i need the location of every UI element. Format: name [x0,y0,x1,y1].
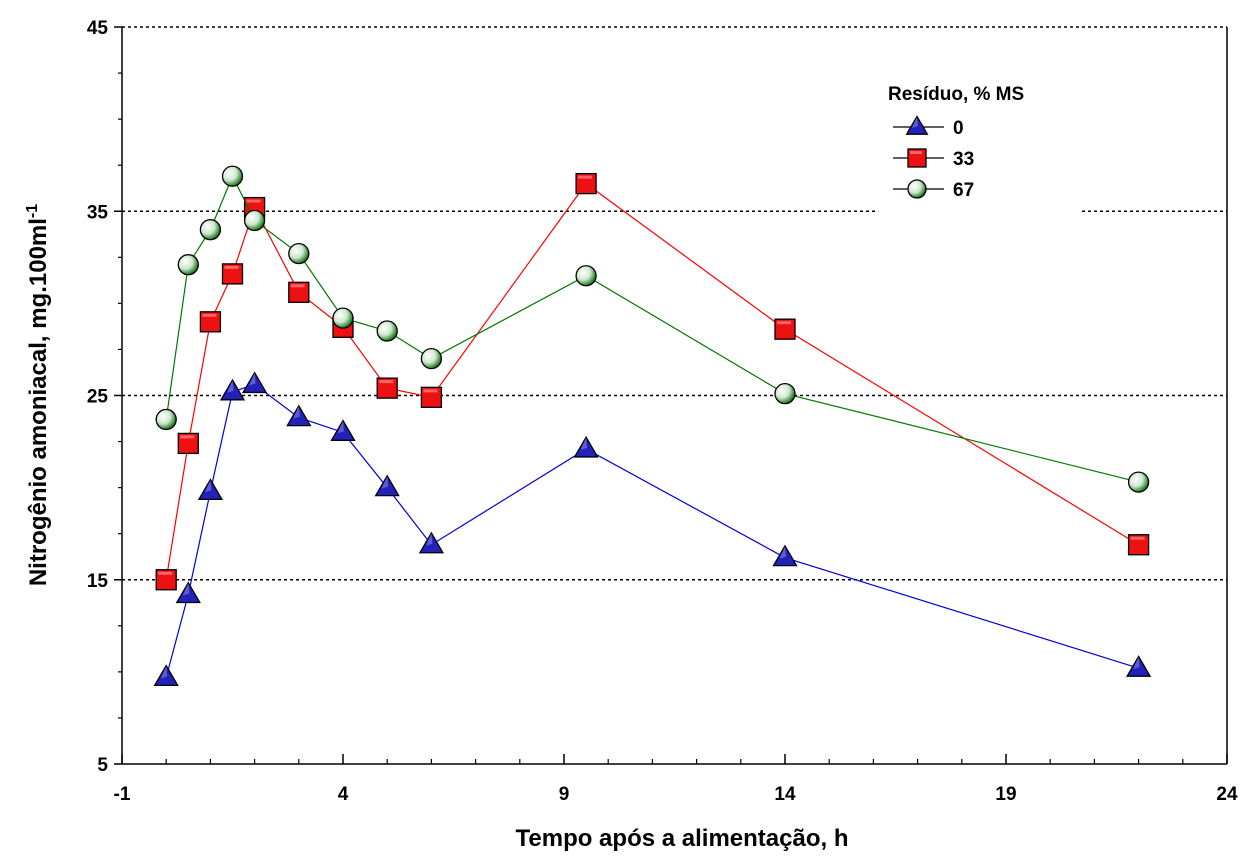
x-tick-label: 14 [774,784,796,805]
series-line [165,182,1139,580]
legend-label: 67 [953,180,974,201]
square-marker [199,311,222,333]
y-tick-label: 15 [87,571,109,592]
series-layer [153,165,1152,687]
legend-triangle-marker-highlight [912,116,918,128]
legend-layer: Resíduo, % MS 0 33 67 [878,80,1080,220]
series-line [165,383,1139,678]
circle-marker [774,383,796,405]
triangle-marker [241,371,268,394]
triangle-marker [219,378,246,401]
x-tick-label: 24 [1216,784,1238,805]
triangle-marker [772,544,798,567]
triangle-marker-highlight [227,380,234,393]
triangle-marker-highlight [182,582,190,596]
triangle-marker-highlight [204,479,212,493]
square-marker-highlight [158,571,173,575]
legend-label: 33 [953,149,974,170]
triangle-marker-highlight [293,405,300,419]
circle-marker [155,408,177,431]
square-marker-highlight [423,389,438,393]
series-line [165,174,1139,483]
series-1 [155,172,1150,591]
x-tick-label: 4 [338,784,349,805]
y-tick-label: 45 [87,18,109,39]
circle-marker [243,209,266,232]
square-marker-highlight [224,265,239,269]
triangle-marker-highlight [160,665,168,679]
y-axis-title-superscript: -1 [24,204,41,218]
legend-square-marker-highlight [910,151,922,154]
square-marker [155,569,177,591]
square-marker [420,386,443,408]
triangle-marker [1125,655,1152,677]
square-marker-highlight [202,313,217,317]
axis-layer: 5 15 25 35 45 -1 4 9 14 19 24 [87,18,1238,805]
triangle-marker-highlight [580,437,588,450]
square-marker-highlight [1130,536,1145,540]
circle-marker [177,254,199,276]
x-tick-label: -1 [114,784,131,805]
square-marker [221,263,244,285]
legend-circle-marker [907,179,927,199]
triangle-marker-highlight [1133,656,1140,670]
legend-square-marker [907,148,927,168]
circle-marker [199,219,222,241]
triangle-marker [153,664,179,687]
square-marker [774,318,796,340]
square-marker [376,377,398,399]
x-tick-label: 19 [995,784,1016,805]
y-axis-title-main: Nitrogênio amoniacal, mg.100ml [25,218,52,586]
legend-label: 0 [953,118,964,139]
circle-marker [1127,471,1150,493]
square-marker [177,432,199,455]
triangle-marker [330,419,356,441]
square-marker-highlight [290,284,305,288]
x-axis-title: Tempo após a alimentação, h [516,825,849,852]
circle-marker [575,265,597,287]
circle-marker [288,242,310,265]
square-marker-highlight [180,435,195,439]
triangle-marker [197,478,224,500]
square-marker-highlight [578,175,593,179]
y-tick-label: 5 [97,755,108,776]
series-2 [155,165,1150,493]
y-tick-label: 25 [87,387,109,408]
circle-marker [332,307,354,329]
triangle-marker-highlight [425,532,433,546]
legend-triangle-marker [905,115,929,135]
y-axis-title: Nitrogênio amoniacal, mg.100ml-1 [24,204,52,586]
y-tick-label: 35 [87,202,109,223]
triangle-marker [418,531,445,554]
legend-title: Resíduo, % MS [888,84,1024,105]
x-tick-label: 9 [559,784,570,805]
circle-marker [420,347,443,370]
square-marker-highlight [379,380,394,384]
triangle-marker [286,404,312,427]
square-marker [1127,534,1150,556]
triangle-marker-highlight [779,545,786,559]
circle-marker [376,320,398,342]
square-marker [288,281,310,303]
triangle-marker [175,581,201,604]
circle-marker [221,165,244,187]
triangle-marker [374,474,400,497]
triangle-marker-highlight [337,420,344,434]
square-marker [575,172,597,195]
triangle-marker-highlight [249,372,256,386]
square-marker-highlight [777,321,791,325]
triangle-marker-highlight [381,475,389,489]
series-0 [153,371,1152,687]
square-marker-highlight [246,199,261,203]
triangle-marker [573,435,599,458]
